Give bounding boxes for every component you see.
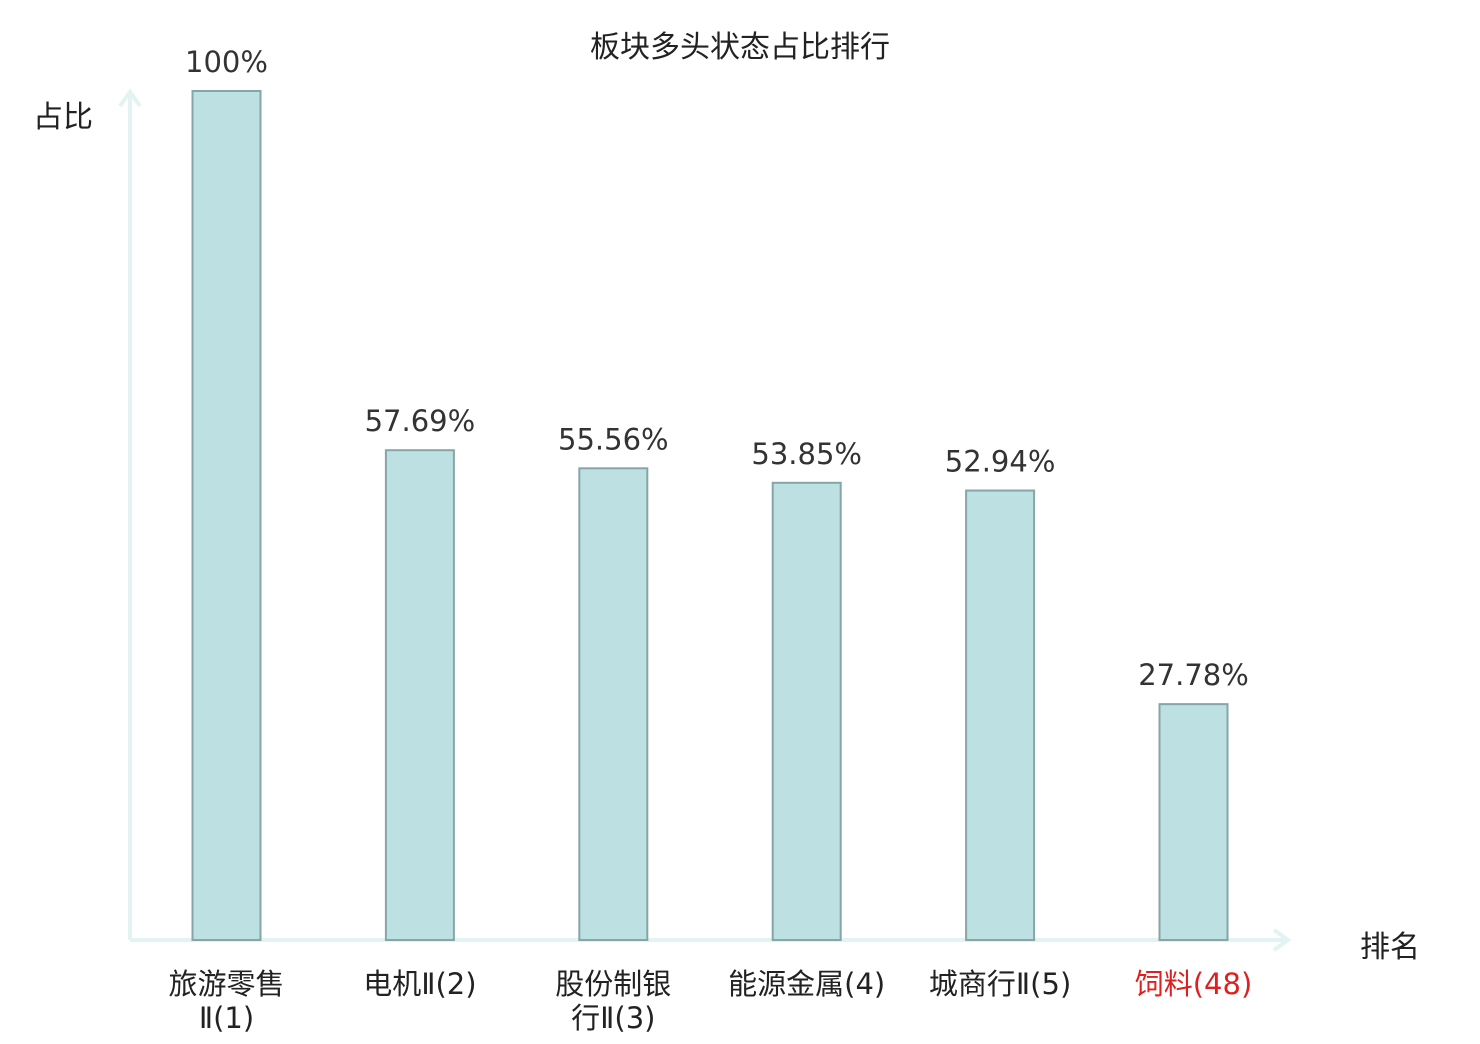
bars	[191, 90, 1229, 942]
x-tick-label: Ⅱ(1)	[199, 1001, 254, 1035]
value-labels: 100% 57.69% 55.56% 53.85% 52.94% 27.78%	[185, 45, 1249, 692]
chart-title: 板块多头状态占比排行	[590, 30, 890, 65]
x-tick-label: 能源金属(4)	[728, 967, 885, 1001]
x-tick-label: 城商行Ⅱ(5)	[929, 967, 1071, 1001]
x-tick-label: 股份制银	[555, 967, 671, 1001]
x-tick-label: 饲料(48)	[1135, 967, 1253, 1001]
bar-value-label: 57.69%	[365, 404, 476, 438]
bar	[578, 467, 649, 941]
bar-value-label: 52.94%	[945, 445, 1056, 479]
bar-value-label: 53.85%	[751, 437, 862, 471]
y-axis-label: 占比	[33, 100, 93, 135]
x-axis-label: 排名	[1360, 930, 1420, 965]
bar-value-label: 55.56%	[558, 422, 669, 456]
x-axis-arrow	[1272, 928, 1292, 952]
x-tick-label: 旅游零售	[168, 967, 284, 1001]
bar	[191, 90, 262, 941]
bar	[771, 481, 842, 941]
x-tick-label: 电机Ⅱ(2)	[363, 967, 476, 1001]
bar	[1158, 703, 1229, 942]
x-tick-label: 行Ⅱ(3)	[571, 1001, 655, 1035]
axes	[118, 88, 1292, 952]
bar	[965, 489, 1036, 941]
bar-value-label: 27.78%	[1138, 658, 1249, 692]
bar-value-label: 100%	[185, 45, 268, 79]
y-axis-arrow	[118, 88, 142, 108]
bar	[384, 449, 455, 941]
